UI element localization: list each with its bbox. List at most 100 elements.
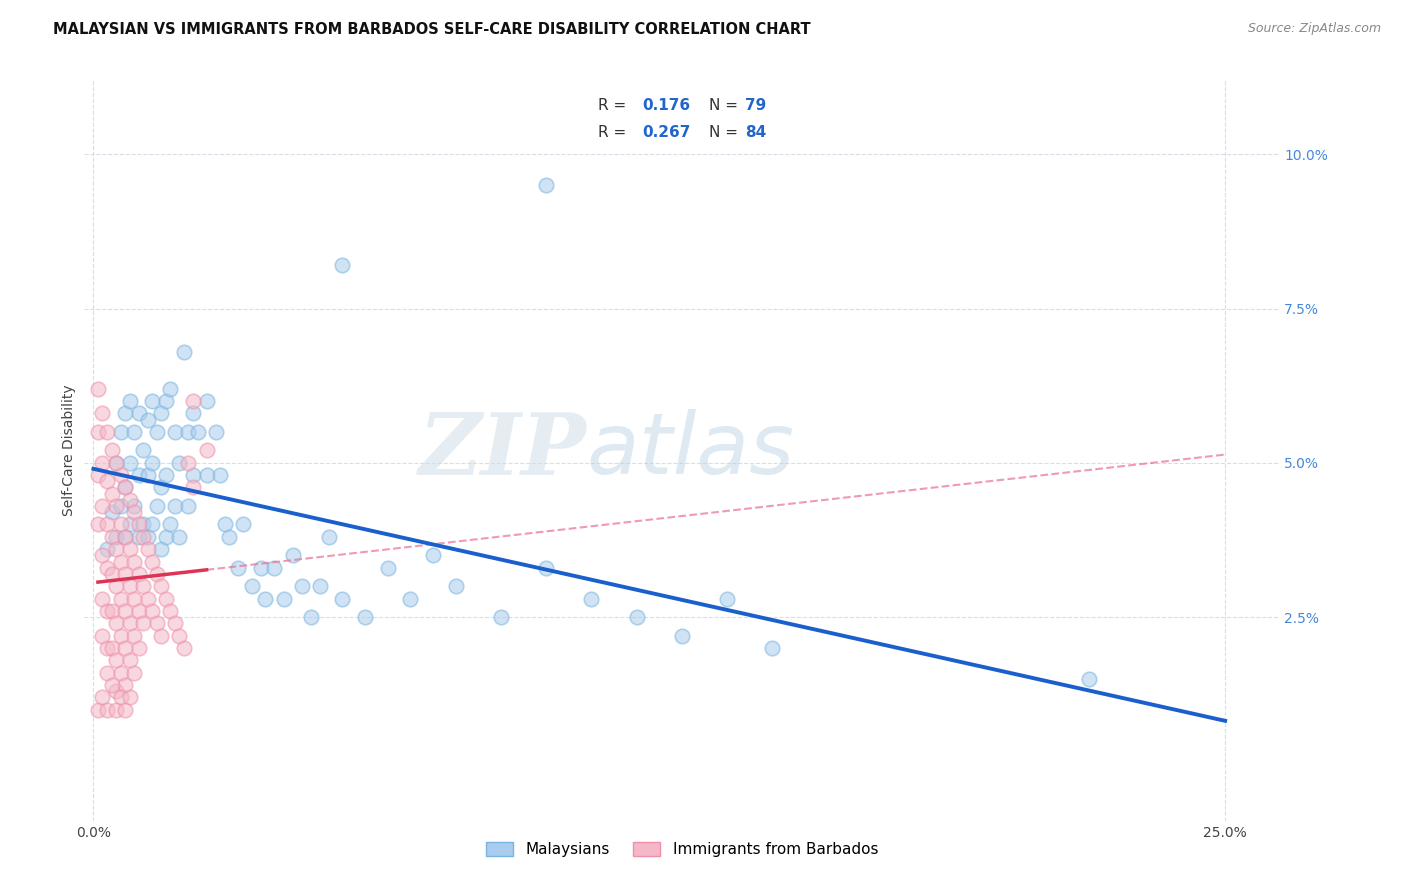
Point <box>132 443 155 458</box>
Point <box>169 628 191 642</box>
Point <box>146 566 169 581</box>
Point <box>122 628 145 642</box>
Point <box>240 579 263 593</box>
Point <box>169 456 191 470</box>
Point <box>110 554 132 569</box>
Text: N =: N = <box>710 126 744 140</box>
Point <box>254 591 277 606</box>
Text: R =: R = <box>599 98 631 113</box>
Point <box>209 468 232 483</box>
Point <box>377 560 399 574</box>
Point <box>163 425 186 439</box>
Point <box>110 468 132 483</box>
Point <box>399 591 422 606</box>
Point <box>128 517 150 532</box>
Point <box>181 394 204 409</box>
Point <box>195 394 218 409</box>
Point <box>150 579 173 593</box>
Point <box>105 530 128 544</box>
Point <box>114 406 136 420</box>
Point <box>422 549 444 563</box>
Point <box>122 505 145 519</box>
Point <box>96 665 118 680</box>
Point <box>141 394 163 409</box>
Point <box>671 628 693 642</box>
Point <box>100 604 122 618</box>
Point <box>195 443 218 458</box>
Point <box>118 690 141 705</box>
Point <box>534 560 557 574</box>
Point <box>122 665 145 680</box>
Point <box>118 456 141 470</box>
Point <box>105 653 128 667</box>
Point <box>96 425 118 439</box>
Point <box>141 554 163 569</box>
Point <box>308 579 330 593</box>
Point <box>110 517 132 532</box>
Point <box>118 616 141 631</box>
Point <box>114 480 136 494</box>
Point <box>163 616 186 631</box>
Point <box>110 591 132 606</box>
Point <box>141 517 163 532</box>
Point <box>114 604 136 618</box>
Point <box>100 486 122 500</box>
Point <box>110 499 132 513</box>
Point <box>128 468 150 483</box>
Point <box>100 678 122 692</box>
Point <box>581 591 603 606</box>
Point <box>128 640 150 655</box>
Point <box>91 591 114 606</box>
Point <box>250 560 273 574</box>
Point <box>96 517 118 532</box>
Y-axis label: Self-Care Disability: Self-Care Disability <box>62 384 76 516</box>
Point <box>155 530 177 544</box>
Point <box>132 616 155 631</box>
Point <box>226 560 249 574</box>
Point <box>105 684 128 698</box>
Point <box>114 566 136 581</box>
Point <box>96 640 118 655</box>
Point <box>118 653 141 667</box>
Text: 84: 84 <box>745 126 766 140</box>
Point <box>173 344 195 359</box>
Point <box>128 566 150 581</box>
Point <box>96 475 118 489</box>
Point <box>232 517 254 532</box>
Point <box>96 542 118 557</box>
Point <box>1078 672 1101 686</box>
Point <box>159 382 181 396</box>
Point <box>96 604 118 618</box>
Point <box>91 456 114 470</box>
Point <box>716 591 738 606</box>
Point <box>181 468 204 483</box>
Point <box>141 604 163 618</box>
Point <box>105 579 128 593</box>
Legend: Malaysians, Immigrants from Barbados: Malaysians, Immigrants from Barbados <box>478 834 886 865</box>
Point <box>273 591 295 606</box>
Point <box>87 425 110 439</box>
Text: 0.267: 0.267 <box>643 126 690 140</box>
Point <box>761 640 783 655</box>
Point <box>114 640 136 655</box>
Point <box>332 591 354 606</box>
Text: atlas: atlas <box>586 409 794 492</box>
Text: N =: N = <box>710 98 744 113</box>
Point <box>128 604 150 618</box>
Point <box>177 499 200 513</box>
Point <box>136 468 159 483</box>
Point <box>105 616 128 631</box>
Point <box>136 542 159 557</box>
Point <box>155 468 177 483</box>
Point <box>105 542 128 557</box>
Point <box>114 480 136 494</box>
Point <box>163 499 186 513</box>
Point <box>489 610 512 624</box>
Point <box>91 628 114 642</box>
Point <box>100 530 122 544</box>
Point <box>110 690 132 705</box>
Point <box>332 259 354 273</box>
Text: R =: R = <box>599 126 631 140</box>
Point <box>100 443 122 458</box>
Point <box>626 610 648 624</box>
